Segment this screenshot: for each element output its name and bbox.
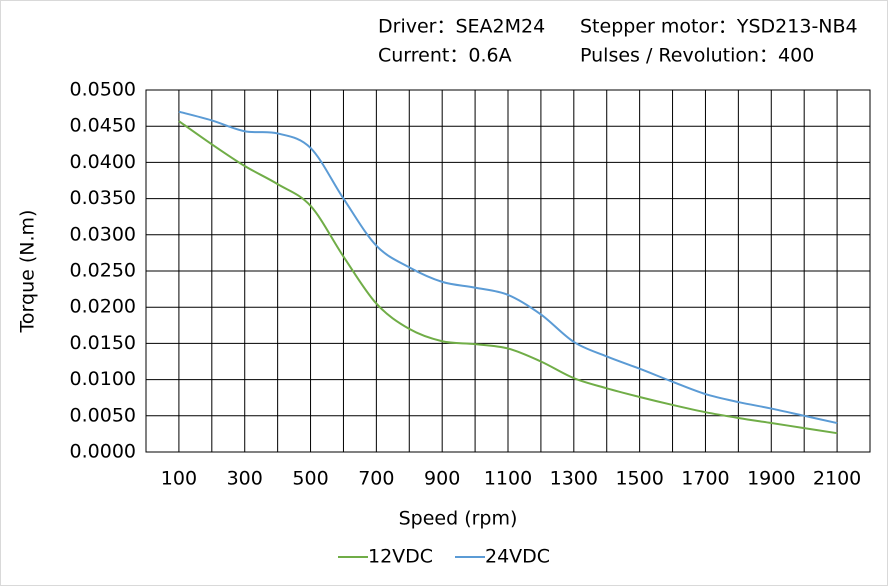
y-axis-label: Torque (N.m)	[17, 210, 39, 334]
y-tick-label: 0.0150	[70, 332, 136, 354]
x-tick-label: 300	[227, 468, 263, 490]
x-tick-label: 1300	[550, 468, 598, 490]
x-tick-label: 500	[292, 468, 328, 490]
y-tick-label: 0.0300	[70, 223, 136, 245]
y-tick-label: 0.0200	[70, 296, 136, 318]
x-axis-label: Speed (rpm)	[399, 508, 518, 530]
x-tick-label: 2100	[813, 468, 861, 490]
y-tick-label: 0.0400	[70, 151, 136, 173]
x-tick-label: 100	[161, 468, 197, 490]
y-tick-label: 0.0350	[70, 187, 136, 209]
legend-label: 24VDC	[485, 546, 550, 568]
x-tick-label: 1900	[747, 468, 795, 490]
y-tick-label: 0.0100	[70, 368, 136, 390]
annotation: Driver：SEA2M24	[378, 16, 545, 38]
annotation: Pulses / Revolution：400	[580, 45, 814, 67]
line-series	[178, 120, 838, 435]
annotation: Stepper motor：YSD213-NB4	[580, 16, 858, 38]
y-tick-label: 0.0000	[70, 441, 136, 463]
x-tick-label: 900	[424, 468, 460, 490]
legend-label: 12VDC	[368, 546, 433, 568]
y-tick-label: 0.0450	[70, 115, 136, 137]
x-tick-label: 1100	[484, 468, 532, 490]
line-series	[178, 110, 838, 425]
x-tick-label: 1700	[681, 468, 729, 490]
x-tick-label: 700	[358, 468, 394, 490]
y-tick-label: 0.0500	[70, 79, 136, 101]
x-tick-label: 1500	[615, 468, 663, 490]
y-tick-label: 0.0250	[70, 260, 136, 282]
y-tick-label: 0.0050	[70, 404, 136, 426]
annotation: Current：0.6A	[378, 45, 512, 67]
